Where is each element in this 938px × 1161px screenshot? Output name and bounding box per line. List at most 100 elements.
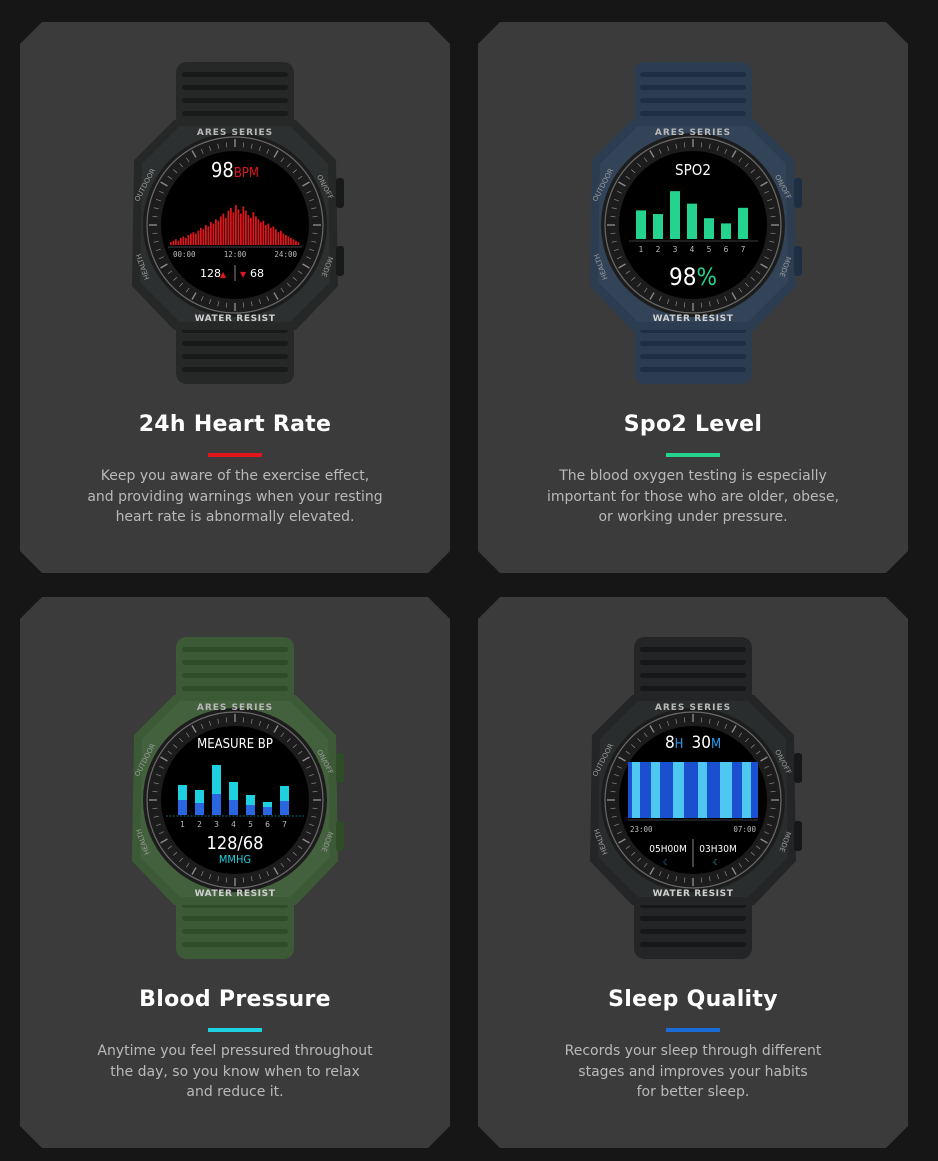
spo2-bar — [687, 203, 697, 239]
side-button-top — [794, 753, 802, 783]
day-label: 3 — [673, 245, 678, 254]
hr-bar — [240, 213, 242, 245]
day-label: 7 — [282, 820, 287, 829]
spo2-bar — [670, 191, 680, 239]
heart-rate-value: 98BPM — [211, 158, 259, 182]
hr-bar — [245, 210, 247, 245]
max-heart-rate: 128 — [200, 267, 221, 280]
sleep-stage-bar — [673, 762, 684, 818]
sleep-stage-bar — [698, 762, 707, 818]
bp-diastolic-bar — [178, 800, 187, 815]
bp-diastolic-bar — [195, 803, 204, 815]
hr-bar — [185, 237, 187, 245]
hr-bar — [285, 235, 287, 245]
hr-bar — [232, 212, 235, 245]
bp-chart — [178, 765, 289, 815]
sleep-screen: 8H 30M 23:00 07:00 05H00M ☾ 03H30M ☾ — [628, 733, 758, 867]
spo2-chart — [629, 191, 758, 242]
side-button-bottom — [336, 821, 344, 851]
day-label: 3 — [214, 820, 219, 829]
spo2-bar — [636, 210, 646, 239]
bp-systolic-bar — [212, 765, 221, 815]
card-title: 24h Heart Rate — [138, 412, 332, 437]
day-label: 7 — [741, 245, 746, 254]
hr-bar — [262, 220, 265, 245]
hr-bar — [255, 216, 257, 245]
sleep-chart-area — [628, 762, 758, 818]
hr-bar — [277, 232, 280, 245]
hr-bar — [210, 222, 212, 245]
hr-bar — [295, 240, 297, 245]
hr-bar — [267, 223, 270, 245]
spo2-day-labels: 1 2 3 4 5 6 7 — [639, 245, 746, 254]
sleep-stage-bar — [720, 762, 732, 818]
title-underline — [208, 1028, 262, 1032]
sleep-chart — [628, 762, 758, 821]
card-sleep-quality: ARES SERIES WATER RESIST ON/OFF MODE HEALTH O… — [478, 597, 908, 1148]
water-resist-label: WATER RESIST — [195, 889, 276, 899]
hr-bar — [282, 233, 285, 245]
day-label: 1 — [180, 820, 185, 829]
side-button-bottom — [794, 821, 802, 851]
sleep-start-time: 23:00 — [630, 825, 653, 834]
day-label: 5 — [707, 245, 712, 254]
hr-bar — [297, 242, 300, 245]
card-spo2-level: ARES SERIES WATER RESIST ON/OFF MODE HEALTH O… — [478, 22, 908, 573]
bp-unit: MMHG — [219, 853, 251, 866]
side-button-bottom — [794, 246, 802, 276]
side-button-bottom — [336, 246, 344, 276]
bp-label: MEASURE BP — [197, 737, 273, 752]
bp-diastolic-bar — [246, 805, 255, 815]
water-resist-label: WATER RESIST — [195, 314, 276, 324]
spo2-bar — [738, 207, 748, 239]
hr-bar — [247, 215, 250, 245]
watch-heart-rate-image: ARES SERIES WATER RESIST ON/OFF MODE HEALTH O… — [116, 60, 354, 386]
hr-bar — [260, 222, 262, 245]
hr-bar — [235, 205, 237, 245]
brand-label: ARES SERIES — [655, 703, 731, 713]
bp-systolic-bar — [195, 790, 204, 815]
time-end-label: 24:00 — [274, 250, 297, 259]
hr-bar — [205, 225, 207, 245]
spo2-bar — [721, 223, 731, 239]
bp-systolic-bar — [280, 786, 289, 815]
moon-icon: ☾ — [663, 858, 670, 867]
hr-bar — [257, 219, 260, 245]
brand-label: ARES SERIES — [197, 703, 273, 713]
card-description: Anytime you feel pressured throughout th… — [97, 1043, 373, 1100]
side-button-top — [336, 753, 344, 783]
blood-pressure-screen: MEASURE BP 1 2 3 4 5 6 7 128/68 MMHG — [166, 737, 304, 866]
hr-bar — [265, 225, 267, 245]
hr-bar — [222, 213, 225, 245]
hr-bar — [227, 210, 230, 245]
hr-bar — [270, 227, 272, 245]
spo2-label: SPO2 — [675, 161, 711, 179]
moon-icon: ☾ — [713, 858, 720, 867]
spo2-bar — [704, 218, 714, 239]
day-label: 4 — [231, 820, 236, 829]
hr-bar — [292, 239, 295, 245]
hr-bar — [252, 212, 255, 245]
day-label: 5 — [248, 820, 253, 829]
hr-bar — [207, 226, 210, 245]
bp-systolic-bar — [229, 782, 238, 815]
hr-bar — [280, 230, 282, 245]
watch-spo2-image: ARES SERIES WATER RESIST ON/OFF MODE HEALTH O… — [574, 60, 812, 386]
hr-bar — [172, 240, 175, 245]
hr-bar — [225, 217, 227, 245]
hr-bar — [182, 236, 185, 245]
hr-bar — [217, 220, 220, 245]
card-24h-heart-rate: ARES SERIES WATER RESIST ON/OFF MODE HEALTH O… — [20, 22, 450, 573]
time-start-label: 00:00 — [173, 250, 196, 259]
card-title: Sleep Quality — [608, 987, 778, 1012]
hr-bar — [212, 223, 215, 245]
bp-diastolic-bar — [263, 807, 272, 815]
card-blood-pressure: ARES SERIES WATER RESIST ON/OFF MODE HEALTH O… — [20, 597, 450, 1148]
day-label: 1 — [639, 245, 644, 254]
hr-bar — [215, 219, 217, 245]
hr-bar — [230, 207, 232, 245]
hr-bar — [250, 217, 252, 245]
hr-bar — [195, 233, 197, 245]
